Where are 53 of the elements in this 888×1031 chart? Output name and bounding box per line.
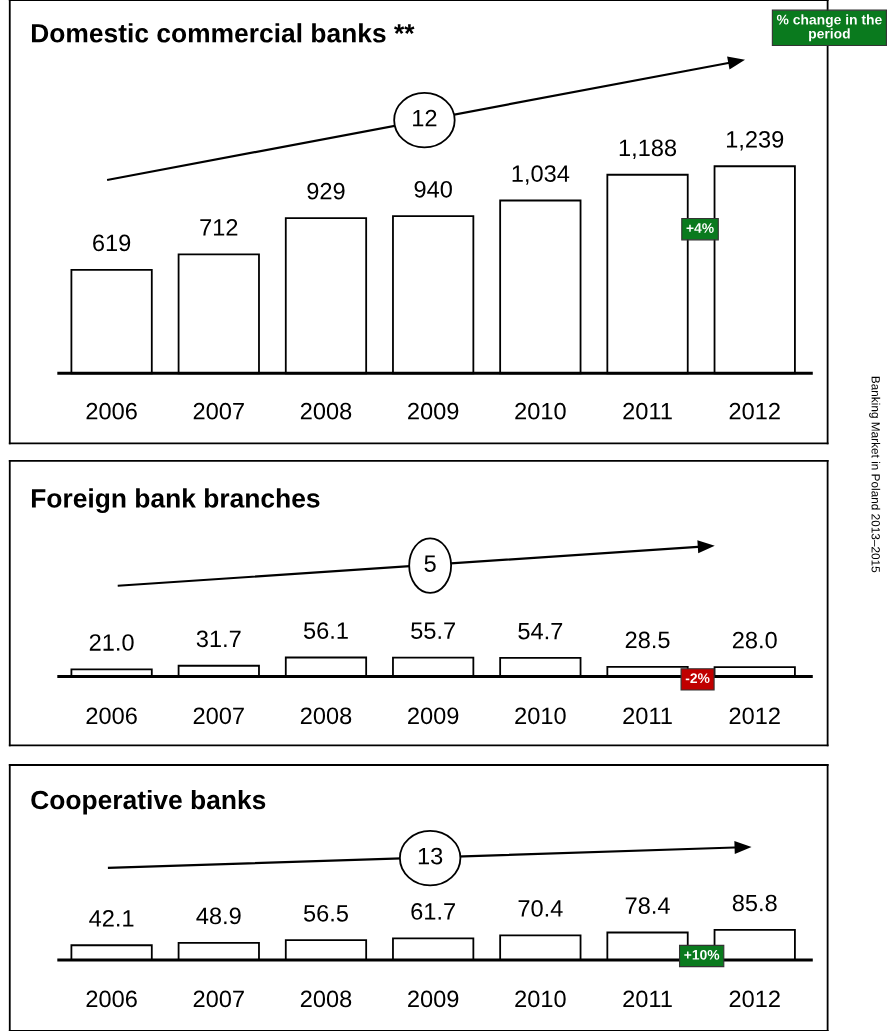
x-tick-label: 2007 — [193, 402, 244, 420]
data-label: 929 — [307, 182, 345, 200]
text: 13 — [418, 847, 443, 865]
data-label: 56.5 — [303, 904, 348, 922]
x-tick-label: 2011 — [623, 990, 672, 1008]
data-label: 1,188 — [619, 139, 677, 159]
x-tick-label: 2007 — [193, 990, 244, 1008]
x-tick-label: 2012 — [729, 990, 780, 1008]
data-label: 21.0 — [89, 634, 134, 651]
x-tick-label: 2009 — [408, 990, 459, 1008]
x-tick-label: 2010 — [515, 402, 566, 420]
data-label: 1,034 — [512, 165, 570, 185]
chart-title: Foreign bank branches — [31, 488, 320, 514]
x-tick-label: 2010 — [515, 990, 566, 1008]
data-label: 48.9 — [196, 907, 241, 925]
x-tick-label: 2006 — [86, 402, 137, 420]
data-label: 61.7 — [411, 903, 455, 920]
annotation: -2% — [685, 673, 710, 684]
data-label: 28.5 — [625, 631, 670, 649]
data-label: 940 — [414, 180, 452, 198]
data-label: 78.4 — [625, 897, 670, 914]
data-label: 712 — [200, 219, 238, 236]
chart-title: Domestic commercial banks ** — [31, 23, 415, 43]
text: % change in the period — [776, 14, 882, 42]
x-tick-label: 2009 — [408, 402, 459, 420]
data-label: 55.7 — [411, 622, 455, 640]
data-label: 42.1 — [89, 909, 134, 927]
data-label: 31.7 — [196, 630, 241, 648]
x-tick-label: 2011 — [623, 707, 672, 725]
annotation: +10% — [684, 949, 720, 960]
data-label: 28.0 — [732, 631, 777, 649]
x-tick-label: 2008 — [300, 707, 352, 725]
x-tick-label: 2006 — [86, 990, 137, 1008]
data-label: 1,239 — [726, 130, 784, 151]
text: 12 — [413, 109, 437, 127]
data-label: 54.7 — [518, 622, 563, 640]
x-tick-label: 2010 — [515, 707, 566, 725]
x-tick-label: 2012 — [729, 707, 780, 725]
text: 5 — [424, 555, 436, 572]
text: Banking Market in Poland 2013–2015 — [869, 376, 881, 573]
x-tick-label: 2012 — [729, 402, 780, 420]
data-label: 70.4 — [518, 900, 563, 917]
data-label: 619 — [93, 234, 131, 252]
data-label: 85.8 — [732, 894, 777, 912]
x-tick-label: 2006 — [86, 707, 137, 725]
x-tick-label: 2008 — [300, 990, 352, 1008]
x-tick-label: 2007 — [193, 707, 244, 725]
chart-title: Cooperative banks — [31, 789, 266, 815]
annotation: +4% — [686, 223, 714, 233]
data-label: 56.1 — [303, 622, 348, 639]
x-tick-label: 2008 — [300, 402, 352, 420]
x-tick-label: 2011 — [623, 402, 672, 420]
x-tick-label: 2009 — [408, 707, 459, 725]
